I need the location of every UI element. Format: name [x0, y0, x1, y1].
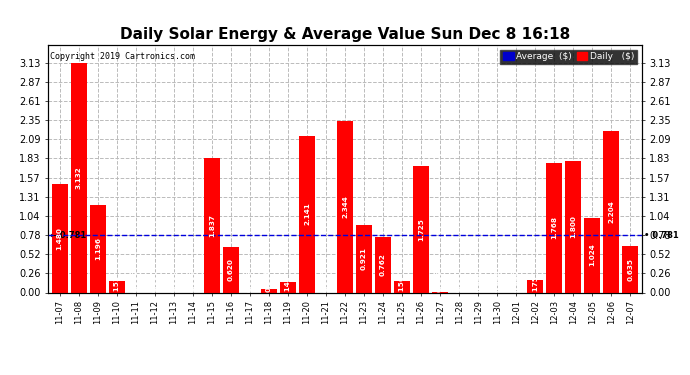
Bar [299, 136, 315, 292]
Text: 0.000: 0.000 [475, 269, 481, 292]
Text: 0.151: 0.151 [114, 276, 120, 298]
Bar [70, 63, 87, 292]
Text: 0.620: 0.620 [228, 258, 234, 281]
Text: 0.635: 0.635 [627, 258, 633, 281]
Text: 0.000: 0.000 [323, 269, 329, 292]
Text: 1.837: 1.837 [209, 214, 215, 237]
Text: 1.024: 1.024 [589, 244, 595, 266]
Text: 0.000: 0.000 [494, 269, 500, 292]
Text: 1.725: 1.725 [418, 218, 424, 241]
Text: 0.044: 0.044 [266, 269, 272, 292]
Legend: Average  ($), Daily   ($): Average ($), Daily ($) [500, 50, 637, 64]
Text: 0.000: 0.000 [247, 269, 253, 292]
Text: 2.344: 2.344 [342, 195, 348, 218]
Bar [527, 280, 543, 292]
Text: • 0.781: • 0.781 [644, 231, 678, 240]
Bar [109, 282, 125, 292]
Bar [565, 161, 581, 292]
Text: Copyright 2019 Cartronics.com: Copyright 2019 Cartronics.com [50, 53, 195, 62]
Bar [546, 163, 562, 292]
Bar [584, 217, 600, 292]
Text: 0.156: 0.156 [399, 275, 405, 298]
Bar [204, 158, 220, 292]
Text: 0.921: 0.921 [361, 248, 367, 270]
Text: 0.009: 0.009 [437, 269, 443, 292]
Text: 0.000: 0.000 [132, 269, 139, 292]
Text: 1.480: 1.480 [57, 227, 63, 250]
Title: Daily Solar Energy & Average Value Sun Dec 8 16:18: Daily Solar Energy & Average Value Sun D… [120, 27, 570, 42]
Bar [375, 237, 391, 292]
Bar [52, 184, 68, 292]
Bar [413, 166, 429, 292]
Text: 0.000: 0.000 [190, 269, 196, 292]
Bar [337, 121, 353, 292]
Text: 2.141: 2.141 [304, 203, 310, 225]
Text: 1.196: 1.196 [95, 237, 101, 260]
Text: 1.768: 1.768 [551, 216, 558, 239]
Bar [280, 282, 296, 292]
Text: 0.762: 0.762 [380, 253, 386, 276]
Bar [603, 131, 620, 292]
Text: 0.149: 0.149 [285, 276, 291, 298]
Text: 1.800: 1.800 [570, 215, 576, 238]
Text: 0.000: 0.000 [513, 269, 519, 292]
Bar [622, 246, 638, 292]
Text: 0.000: 0.000 [171, 269, 177, 292]
Bar [90, 205, 106, 292]
Text: ← 0.781: ← 0.781 [50, 231, 86, 240]
Text: 3.132: 3.132 [76, 166, 81, 189]
Text: 0.000: 0.000 [152, 269, 158, 292]
Bar [356, 225, 372, 292]
Text: 0.000: 0.000 [456, 269, 462, 292]
Bar [223, 247, 239, 292]
Bar [394, 281, 410, 292]
Bar [261, 289, 277, 292]
Text: 0.175: 0.175 [532, 274, 538, 297]
Text: 2.204: 2.204 [609, 200, 614, 223]
